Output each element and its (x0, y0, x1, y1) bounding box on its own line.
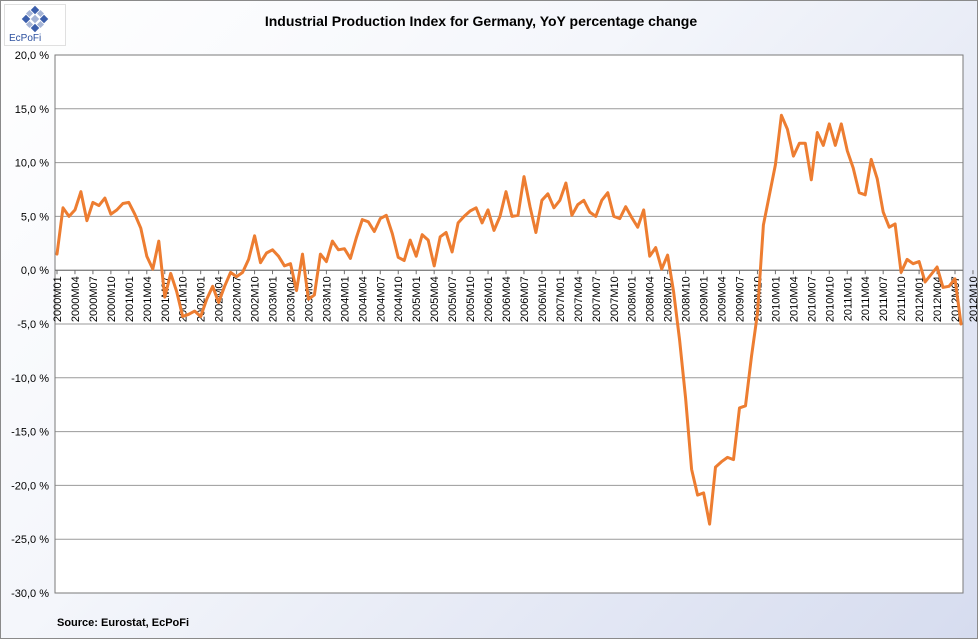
x-tick-label: 2005M10 (465, 276, 477, 322)
x-tick-label: 2004M07 (375, 276, 387, 322)
x-tick-label: 2001M07 (160, 276, 172, 322)
x-tick-label: 2003M10 (321, 276, 333, 322)
x-tick-label: 2005M01 (411, 276, 423, 322)
plot-border (54, 54, 964, 594)
series-line (55, 113, 963, 526)
x-tick-label: 2002M10 (250, 276, 262, 322)
x-tick-label: 2000M07 (88, 276, 100, 322)
x-tick-label: 2012M10 (968, 276, 977, 322)
x-tick-label: 2002M01 (196, 276, 208, 322)
x-tick-label: 2008M10 (681, 276, 693, 322)
x-tick-label: 2007M10 (609, 276, 621, 322)
chart-title: Industrial Production Index for Germany,… (265, 13, 697, 29)
y-tick-label: -5,0 % (17, 319, 49, 331)
x-tick-label: 2011M01 (842, 276, 854, 321)
diamond-logo-icon (21, 5, 49, 33)
y-tick-label: 15,0 % (15, 104, 49, 116)
x-tick-label: 2004M04 (357, 276, 369, 322)
x-tick-label: 2001M01 (124, 276, 136, 322)
y-tick-label: -20,0 % (11, 480, 49, 492)
x-tick-label: 2007M01 (555, 276, 567, 322)
x-tick-label: 2009M07 (734, 276, 746, 322)
source-note: Source: Eurostat, EcPoFi (57, 617, 189, 629)
x-tick-label: 2008M04 (645, 276, 657, 322)
y-tick-label: -15,0 % (11, 427, 49, 439)
y-axis-ticks: 20,0 % 15,0 % 10,0 % 5,0 % 0,0 % -5,0 % -10,0 … (11, 50, 49, 600)
x-tick-label: 2007M07 (591, 276, 603, 322)
gridlines (54, 54, 964, 594)
x-tick-label: 2005M04 (429, 276, 441, 322)
y-tick-label: 10,0 % (15, 158, 49, 170)
x-tick-label: 2000M01 (52, 276, 64, 322)
x-tick-label: 2001M04 (142, 276, 154, 322)
x-tick-label: 2006M01 (483, 276, 495, 322)
x-tick-label: 2009M01 (699, 276, 711, 322)
x-tick-label: 2011M04 (860, 276, 872, 321)
x-tick-label: 2000M04 (70, 276, 82, 322)
x-tick-label: 2010M01 (770, 276, 782, 322)
x-tick-label: 2002M07 (232, 276, 244, 322)
x-tick-label: 2004M10 (393, 276, 405, 322)
x-tick-label: 2006M04 (501, 276, 513, 322)
x-tick-label: 2011M10 (896, 276, 908, 321)
y-tick-label: -25,0 % (11, 534, 49, 546)
x-tick-label: 2004M01 (339, 276, 351, 322)
y-tick-label: -10,0 % (11, 373, 49, 385)
x-tick-label: 2006M10 (537, 276, 549, 322)
x-tick-label: 2007M04 (573, 276, 585, 322)
y-tick-label: -30,0 % (11, 588, 49, 600)
logo-text: EcPoFi (9, 33, 42, 44)
y-tick-label: 5,0 % (21, 211, 49, 223)
x-tick-label: 2012M01 (914, 276, 926, 322)
y-tick-label: 0,0 % (21, 265, 49, 277)
ecpofi-logo: EcPoFi (4, 4, 66, 46)
x-tick-label: 2011M07 (878, 276, 890, 321)
x-tick-label: 2009M04 (717, 276, 729, 322)
x-tick-label: 2008M01 (627, 276, 639, 322)
x-tick-label: 2000M10 (106, 276, 118, 322)
x-tick-label: 2010M04 (788, 276, 800, 322)
x-tick-label: 2010M07 (806, 276, 818, 322)
x-tick-label: 2003M01 (268, 276, 280, 322)
x-tick-label: 2012M04 (932, 276, 944, 322)
x-tick-label: 2006M07 (519, 276, 531, 322)
series-layer (55, 113, 963, 526)
y-tick-label: 20,0 % (15, 50, 49, 62)
x-tick-label: 2005M07 (447, 276, 459, 322)
x-tick-label: 2010M10 (824, 276, 836, 322)
